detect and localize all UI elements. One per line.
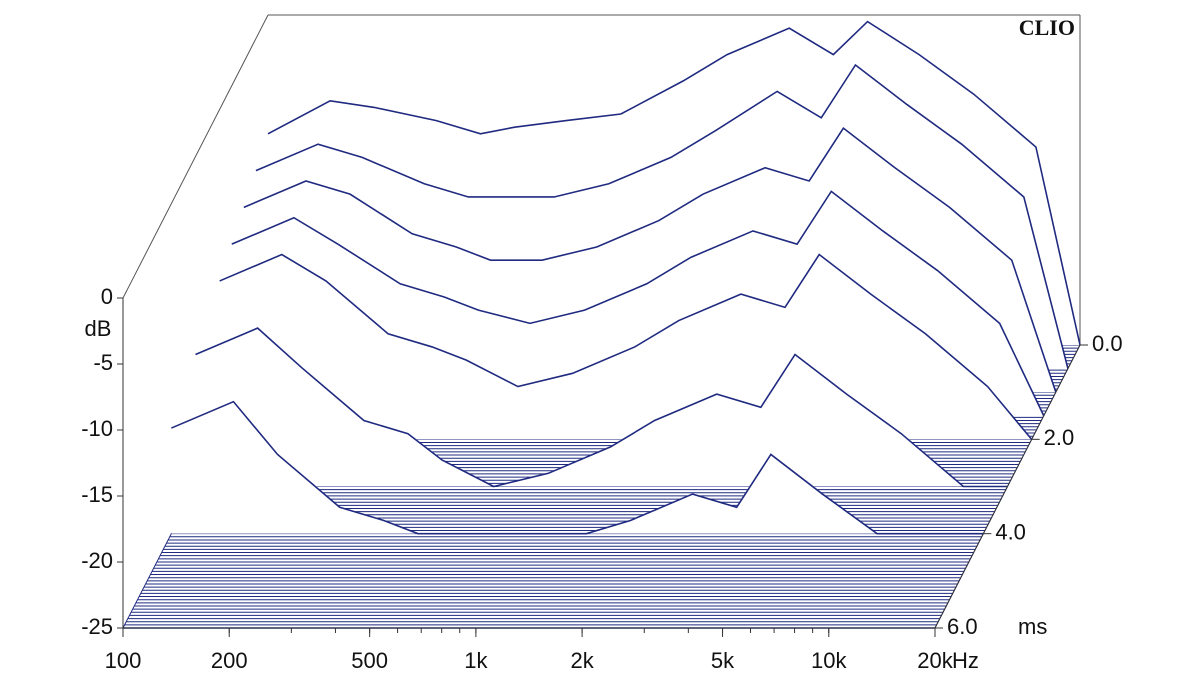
z-tick-label: 4.0 [995, 519, 1026, 544]
slice [195, 327, 1008, 488]
x-tick-label: 500 [351, 648, 388, 673]
slice-line [171, 400, 984, 535]
y-tick-label: -10 [81, 416, 113, 441]
x-tick-label: 1k [464, 648, 488, 673]
slice-line [243, 127, 1057, 393]
x-tick-label: 2k [570, 648, 594, 673]
slice-line [267, 20, 1081, 346]
z-tick-label: 6.0 [947, 614, 978, 639]
wall-edge [122, 14, 269, 299]
slice [171, 400, 984, 535]
chart-title: CLIO [1019, 15, 1075, 40]
slice-fill [195, 328, 1008, 487]
y-tick-label: -15 [81, 482, 113, 507]
slice-fill [171, 401, 984, 534]
z-axis-label: ms [1018, 614, 1047, 639]
slice-line [255, 63, 1069, 369]
x-tick-label: 5k [711, 648, 735, 673]
z-tick-label: 2.0 [1044, 425, 1075, 450]
x-tick-label: 200 [211, 648, 248, 673]
z-axis [934, 344, 1081, 629]
y-tick-label: 0 [101, 284, 113, 309]
x-axis-label: Hz [952, 648, 979, 673]
y-tick-label: -20 [81, 548, 113, 573]
y-axis-label: dB [85, 316, 112, 341]
slice-line [231, 190, 1045, 417]
x-tick-label: 10k [811, 648, 847, 673]
x-tick-label: 100 [105, 648, 142, 673]
y-tick-label: -5 [93, 350, 113, 375]
slice-line [219, 253, 1033, 440]
y-tick-label: -25 [81, 614, 113, 639]
slice-line [195, 327, 1008, 488]
x-tick-label: 20k [917, 648, 953, 673]
z-tick-label: 0.0 [1092, 331, 1123, 356]
